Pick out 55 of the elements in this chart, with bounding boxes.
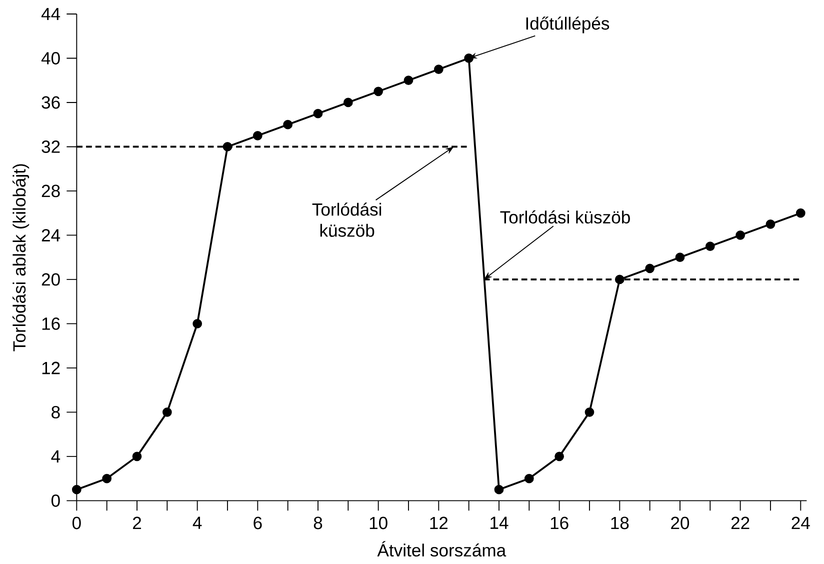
y-tick-label: 12	[42, 362, 60, 374]
x-tick-label: 4	[192, 516, 202, 529]
point	[404, 76, 414, 86]
x-tick-label: 22	[731, 516, 750, 530]
point	[72, 484, 82, 494]
point	[192, 319, 202, 328]
y-axis-title: Torlódási ablak (kilobájt)	[12, 164, 30, 352]
point	[705, 242, 715, 251]
y-tick-label: 36	[42, 96, 60, 109]
point	[796, 208, 806, 218]
point	[554, 452, 564, 462]
y-tick-label: 32	[42, 140, 60, 153]
annotation: Időtúllépés	[526, 16, 610, 34]
point	[283, 120, 293, 130]
point	[434, 64, 444, 74]
point	[645, 264, 655, 274]
y-tick-label: 20	[42, 273, 60, 286]
point	[313, 108, 323, 118]
point	[343, 98, 353, 108]
point	[252, 130, 262, 140]
x-tick-label: 20	[671, 516, 690, 530]
annotation: Torlódási küszöb	[312, 202, 382, 237]
point	[222, 142, 232, 152]
point	[494, 484, 504, 494]
y-tick-label: 8	[52, 406, 60, 418]
y-tick-label: 16	[42, 317, 60, 330]
x-tick-label: 2	[132, 516, 142, 530]
point	[766, 219, 776, 229]
y-tick-label: 4	[51, 450, 60, 462]
y-tick-label: 44	[41, 8, 60, 20]
point	[464, 54, 474, 63]
point	[584, 407, 594, 417]
y-tick-label: 0	[51, 494, 60, 507]
x-tick-label: 14	[490, 516, 508, 529]
point	[162, 407, 172, 417]
point	[374, 86, 384, 96]
x-tick-label: 16	[550, 516, 568, 530]
point	[524, 474, 534, 484]
x-tick-label: 18	[611, 516, 629, 530]
x-tick-label: 12	[430, 516, 448, 530]
point	[102, 474, 112, 484]
x-tick-label: 10	[370, 516, 388, 530]
x-tick-label: 6	[254, 516, 262, 530]
y-tick-label: 24	[42, 229, 60, 242]
x-tick-label: 24	[792, 516, 810, 530]
annotation: Torlódási küszöb	[500, 210, 630, 224]
point	[614, 274, 624, 284]
point	[675, 252, 685, 262]
y-tick-label: 40	[41, 52, 60, 64]
y-tick-label: 28	[42, 184, 60, 198]
x-tick-label: 8	[314, 516, 322, 530]
x-tick-label: 0	[72, 516, 81, 530]
point	[736, 230, 746, 240]
point	[132, 452, 142, 462]
x-axis-title: Átvitel sorszáma	[377, 541, 506, 557]
